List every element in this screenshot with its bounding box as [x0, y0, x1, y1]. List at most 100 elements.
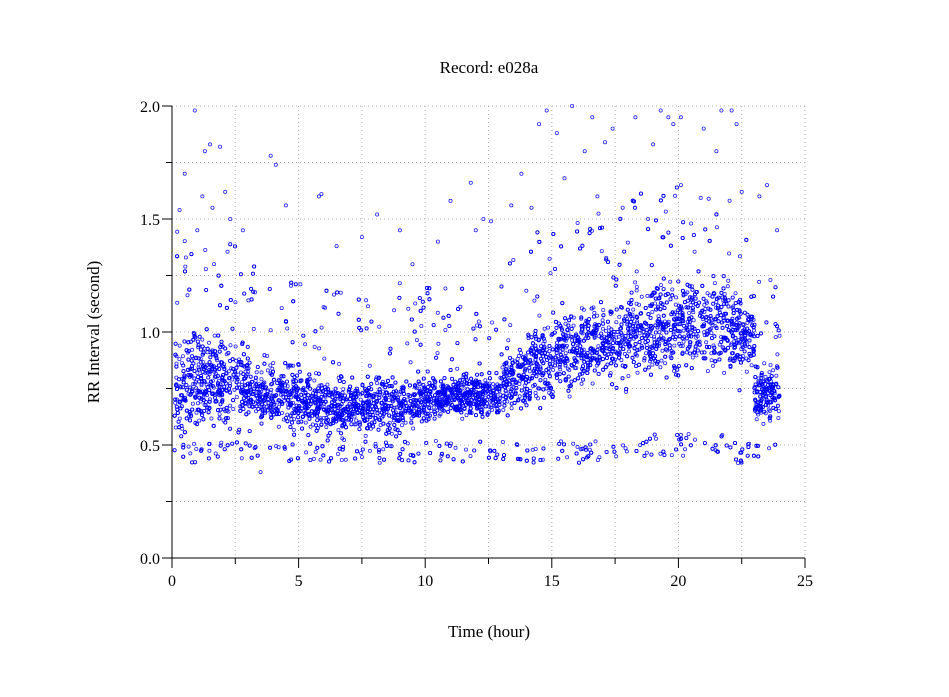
data-point	[186, 391, 191, 396]
data-point	[280, 392, 285, 397]
data-point	[206, 456, 211, 461]
data-point	[776, 409, 781, 414]
data-point	[531, 456, 536, 461]
data-point	[195, 370, 200, 375]
data-point	[322, 356, 327, 361]
data-point	[177, 357, 182, 362]
data-point	[259, 377, 264, 382]
data-point	[489, 320, 494, 325]
data-point	[406, 306, 411, 311]
data-point	[173, 425, 178, 430]
data-point	[175, 300, 180, 305]
data-point	[376, 448, 381, 453]
data-point	[597, 455, 602, 460]
data-point	[436, 341, 441, 346]
data-point	[555, 340, 560, 345]
data-point	[644, 450, 649, 455]
data-point	[176, 377, 181, 382]
data-point	[353, 422, 358, 427]
data-point	[702, 330, 707, 335]
data-point	[363, 433, 368, 438]
data-point	[660, 348, 665, 353]
data-point	[705, 369, 710, 374]
data-point	[501, 407, 506, 412]
data-point	[461, 375, 466, 380]
data-point	[347, 387, 352, 392]
data-point	[408, 405, 413, 410]
data-point	[411, 426, 416, 431]
data-point	[711, 343, 716, 348]
data-point	[197, 418, 202, 423]
data-point	[690, 308, 695, 313]
data-point	[531, 383, 536, 388]
data-point	[325, 382, 330, 387]
data-point	[289, 363, 294, 368]
data-point	[634, 288, 639, 293]
data-point	[421, 382, 426, 387]
data-point	[276, 445, 281, 450]
data-point	[233, 344, 238, 349]
data-point	[678, 183, 683, 188]
data-point	[604, 449, 609, 454]
data-point	[233, 300, 238, 305]
data-point	[424, 440, 429, 445]
data-point	[575, 444, 580, 449]
data-point	[213, 451, 218, 456]
data-point	[706, 196, 711, 201]
data-point	[749, 363, 754, 368]
data-point	[377, 324, 382, 329]
data-point	[639, 343, 644, 348]
data-point	[547, 349, 552, 354]
data-point	[752, 390, 757, 395]
data-point	[336, 428, 341, 433]
data-point	[394, 405, 399, 410]
data-point	[203, 247, 208, 252]
data-point	[312, 378, 317, 383]
data-point	[658, 283, 663, 288]
data-point	[380, 379, 385, 384]
data-point	[722, 370, 727, 375]
data-point	[405, 341, 410, 346]
data-point	[694, 335, 699, 340]
data-point	[558, 362, 563, 367]
data-point	[586, 365, 591, 370]
data-point	[303, 420, 308, 425]
data-point	[661, 235, 666, 240]
data-point	[569, 326, 574, 331]
data-point	[268, 328, 273, 333]
data-point	[460, 416, 465, 421]
data-point	[767, 370, 772, 375]
data-point	[652, 334, 657, 339]
data-point	[207, 371, 212, 376]
data-point	[767, 446, 772, 451]
data-point	[392, 308, 397, 313]
data-point	[439, 453, 444, 458]
data-point	[572, 338, 577, 343]
data-point	[225, 249, 230, 254]
data-point	[616, 334, 621, 339]
data-point	[546, 325, 551, 330]
data-point	[364, 298, 369, 303]
data-point	[690, 355, 695, 360]
data-point	[308, 457, 313, 462]
data-point	[626, 373, 631, 378]
data-point	[399, 423, 404, 428]
data-point	[227, 375, 232, 380]
data-point	[634, 301, 639, 306]
data-point	[631, 321, 636, 326]
data-point	[599, 249, 604, 254]
data-point	[447, 402, 452, 407]
data-point	[195, 339, 200, 344]
data-point	[227, 381, 232, 386]
data-point	[559, 439, 564, 444]
data-point	[414, 338, 419, 343]
data-point	[631, 307, 636, 312]
data-point	[212, 262, 217, 267]
data-point	[313, 449, 318, 454]
data-point	[373, 441, 378, 446]
data-point	[198, 347, 203, 352]
data-point	[336, 311, 341, 316]
data-point	[528, 388, 533, 393]
data-point	[516, 353, 521, 358]
data-point	[194, 386, 199, 391]
